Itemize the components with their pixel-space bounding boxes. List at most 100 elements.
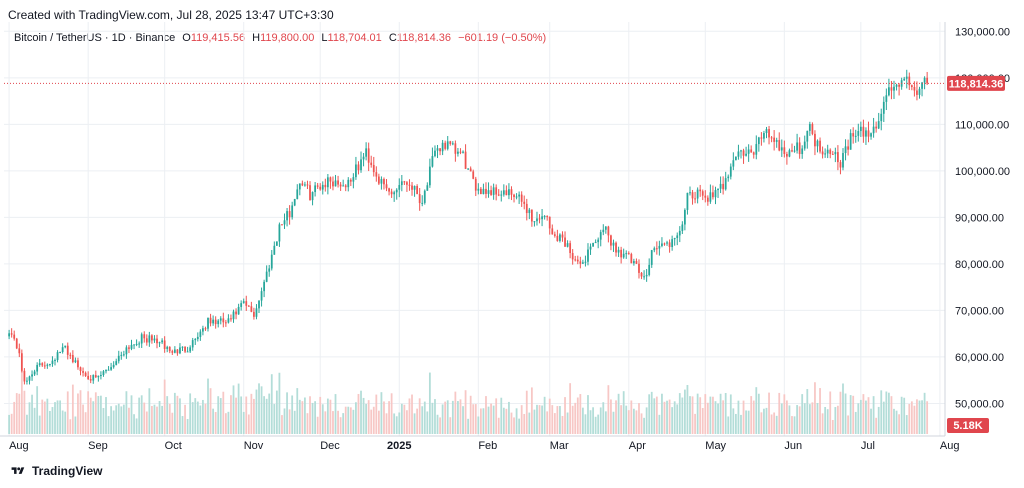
candle — [581, 259, 584, 264]
candle — [683, 208, 686, 231]
candle — [416, 184, 419, 195]
volume-bar — [163, 379, 166, 434]
volume-bar — [482, 408, 485, 434]
volume-bar — [173, 392, 176, 434]
volume-bar — [612, 411, 615, 434]
candle — [59, 351, 61, 354]
candle — [181, 346, 184, 352]
volume-bar — [923, 392, 926, 434]
candle — [202, 325, 204, 336]
volume-bar — [763, 408, 765, 434]
volume-bar — [278, 372, 281, 434]
candle — [82, 367, 84, 377]
candle — [528, 207, 531, 220]
volume-bar — [286, 392, 288, 434]
candle — [625, 250, 628, 259]
candle — [548, 216, 551, 235]
candle — [487, 182, 490, 198]
candle — [500, 190, 503, 202]
volume-bar — [837, 405, 839, 434]
volume-bar — [145, 411, 148, 434]
candle — [227, 314, 230, 324]
candle — [485, 182, 487, 199]
volume-bar — [801, 394, 804, 434]
symbol-name[interactable]: Bitcoin / TetherUS · 1D · Binance — [14, 32, 176, 44]
volume-bar — [564, 397, 566, 434]
candle — [678, 226, 681, 243]
candle — [599, 229, 602, 247]
volume-bar — [903, 397, 906, 434]
volume-bar — [33, 407, 36, 434]
volume-bar — [910, 401, 913, 434]
volume-bar — [584, 414, 587, 434]
candle — [413, 185, 416, 197]
candle — [543, 215, 546, 220]
volume-bar — [77, 393, 79, 434]
candle — [23, 368, 26, 385]
candle — [479, 186, 482, 195]
volume-bar — [349, 407, 352, 434]
volume-bar — [806, 389, 809, 434]
candle — [755, 135, 758, 160]
volume-bar — [219, 398, 222, 434]
volume-bar — [785, 400, 788, 434]
candle — [357, 161, 360, 175]
volume-bar — [831, 419, 834, 434]
candle — [903, 76, 906, 81]
volume-bar — [362, 397, 365, 434]
candle — [105, 369, 107, 374]
volume-bar — [645, 407, 648, 434]
volume-bar — [913, 405, 916, 434]
time-axis[interactable]: Aug Sep Oct Nov Dec 2025 Feb Mar Apr May Jun Jul Aug — [9, 440, 959, 452]
volume-bar — [574, 402, 577, 434]
candle — [33, 369, 36, 376]
candle — [536, 211, 538, 226]
candle — [168, 346, 171, 354]
volume-bar — [186, 418, 189, 434]
candle — [706, 195, 709, 206]
time-tick-label: Oct — [165, 440, 182, 452]
candle — [344, 184, 347, 192]
volume-bar — [551, 405, 554, 434]
candle — [714, 186, 717, 205]
volume-bar — [10, 413, 13, 434]
candle — [355, 156, 357, 180]
volume-bar — [594, 416, 597, 434]
candle — [783, 140, 786, 158]
candle — [283, 213, 286, 229]
candle — [459, 148, 462, 155]
price-axis[interactable]: 130,000.00120,000.00110,000.00100,000.00… — [955, 26, 1010, 410]
candle — [431, 147, 434, 168]
candle — [921, 81, 923, 97]
candle — [867, 121, 870, 143]
candle — [79, 366, 82, 376]
candle — [426, 182, 429, 191]
candle — [650, 249, 653, 268]
volume-bar — [411, 394, 413, 434]
candle — [681, 221, 684, 235]
volume-bar — [592, 407, 594, 434]
open-label: O — [182, 32, 191, 44]
candle — [13, 330, 16, 341]
candle — [589, 243, 592, 255]
volume-bar — [151, 406, 153, 434]
candle — [546, 215, 549, 221]
volume-bar — [416, 408, 419, 434]
volume-bar — [18, 393, 21, 434]
volume-bar — [500, 397, 503, 434]
candle — [316, 182, 319, 189]
time-tick-label: Feb — [478, 440, 497, 452]
low-value: 118,704.01 — [327, 32, 382, 44]
volume-bar — [689, 396, 691, 434]
volume-bar — [905, 415, 908, 434]
candle — [803, 135, 806, 151]
candle — [161, 338, 164, 345]
high-label: H — [252, 32, 261, 44]
candle — [569, 240, 572, 259]
footer-brand[interactable]: TradingView — [10, 464, 102, 478]
volume-bar — [140, 395, 143, 434]
low-label: L — [321, 32, 328, 44]
candle — [798, 137, 801, 159]
volume-bar — [732, 408, 735, 434]
